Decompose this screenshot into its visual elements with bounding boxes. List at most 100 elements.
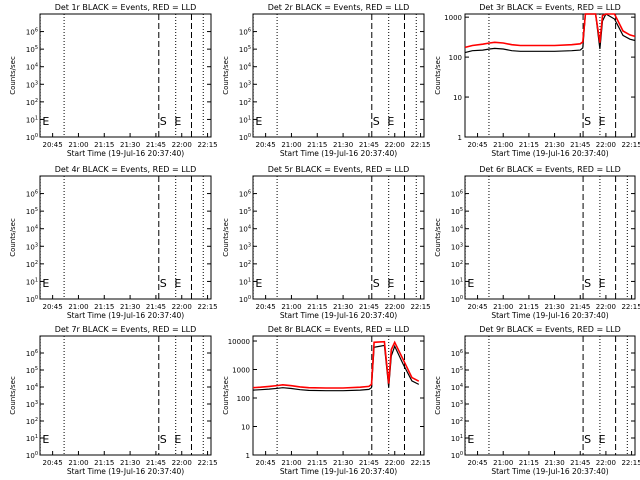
x-tick-label: 20:45 (467, 141, 487, 149)
y-axis-label: Counts/sec (9, 56, 17, 95)
y-tick-label: 1 (458, 134, 462, 142)
plot-frame (464, 335, 636, 456)
marker-s: S (160, 115, 167, 128)
marker-e: E (467, 433, 474, 446)
x-tick-label: 22:15 (621, 141, 640, 149)
x-axis-label: Start Time (19-Jul-16 20:37:40) (280, 149, 397, 158)
y-tick-label: 1 (246, 452, 250, 460)
x-axis-label: Start Time (19-Jul-16 20:37:40) (67, 149, 184, 158)
x-tick-label: 21:00 (281, 141, 301, 149)
x-tick-label: 21:45 (359, 303, 379, 311)
x-tick-label: 22:00 (596, 141, 616, 149)
x-tick-label: 21:30 (544, 459, 564, 467)
x-tick-label: 21:45 (359, 141, 379, 149)
x-tick-label: 22:15 (410, 303, 430, 311)
panel-title: Det 4r BLACK = Events, RED = LLD (55, 165, 197, 174)
x-tick-label: 21:30 (544, 141, 564, 149)
panel-title: Det 3r BLACK = Events, RED = LLD (479, 3, 621, 12)
series-events (464, 13, 636, 54)
y-tick-label: 101 (239, 115, 251, 124)
y-axis-label: Counts/sec (222, 376, 230, 415)
plot-frame (464, 13, 636, 138)
y-tick-label: 103 (451, 400, 463, 409)
y-tick-label: 101 (26, 434, 38, 443)
y-tick-label: 104 (26, 63, 38, 72)
marker-e: E (42, 115, 49, 128)
plot-frame (464, 175, 636, 300)
marker-s: S (160, 433, 167, 446)
x-tick-label: 21:15 (307, 303, 327, 311)
x-tick-label: 22:00 (385, 303, 405, 311)
x-tick-label: 21:30 (120, 303, 140, 311)
plot-frame (39, 13, 212, 138)
x-tick-label: 22:00 (172, 459, 192, 467)
x-tick-label: 22:15 (197, 459, 217, 467)
y-tick-label: 105 (26, 366, 38, 375)
x-tick-label: 21:45 (570, 141, 590, 149)
x-tick-label: 22:15 (621, 303, 640, 311)
x-tick-label: 20:45 (256, 303, 276, 311)
x-tick-label: 21:45 (146, 141, 166, 149)
x-axis-label: Start Time (19-Jul-16 20:37:40) (491, 467, 608, 476)
x-tick-label: 21:30 (333, 459, 353, 467)
y-axis-label: Counts/sec (9, 218, 17, 257)
marker-e: E (599, 115, 606, 128)
x-tick-label: 21:15 (94, 303, 114, 311)
x-tick-label: 20:45 (467, 459, 487, 467)
y-tick-label: 105 (239, 207, 251, 216)
y-tick-label: 105 (26, 207, 38, 216)
x-tick-label: 20:45 (43, 303, 63, 311)
y-tick-label: 100 (237, 395, 250, 403)
marker-e: E (174, 115, 181, 128)
y-tick-label: 103 (239, 80, 251, 89)
marker-s: S (584, 277, 591, 290)
x-tick-label: 22:00 (385, 141, 405, 149)
x-tick-label: 21:00 (68, 141, 88, 149)
y-tick-label: 1000 (232, 367, 250, 375)
marker-e: E (387, 277, 394, 290)
y-tick-label: 10000 (228, 338, 250, 346)
series-events (252, 344, 420, 392)
panel-title: Det 9r BLACK = Events, RED = LLD (479, 325, 621, 334)
y-tick-label: 100 (26, 451, 38, 460)
plot-frame (39, 335, 212, 456)
panel-det-8r: Det 8r BLACK = Events, RED = LLD 1 10 100 10… (222, 325, 431, 476)
x-tick-label: 21:45 (146, 303, 166, 311)
y-tick-label: 104 (451, 225, 463, 234)
x-tick-label: 21:00 (68, 303, 88, 311)
x-tick-label: 22:00 (172, 141, 192, 149)
marker-s: S (373, 277, 380, 290)
panel-title: Det 7r BLACK = Events, RED = LLD (55, 325, 197, 334)
x-tick-label: 21:00 (493, 141, 513, 149)
y-tick-label: 105 (451, 366, 463, 375)
marker-e: E (255, 115, 262, 128)
y-tick-label: 105 (26, 45, 38, 54)
panel-det-3r: Det 3r BLACK = Events, RED = LLD S E 1 10 100… (434, 3, 640, 158)
y-axis-label: Counts/sec (9, 376, 17, 415)
y-tick-label: 100 (451, 295, 463, 304)
x-tick-label: 21:15 (519, 141, 539, 149)
y-tick-label: 103 (26, 400, 38, 409)
plot-frame (252, 335, 425, 456)
y-tick-label: 100 (239, 295, 251, 304)
y-axis-label: Counts/sec (434, 218, 442, 257)
y-axis-label: Counts/sec (222, 218, 230, 257)
x-tick-label: 22:15 (197, 303, 217, 311)
x-tick-label: 21:00 (68, 459, 88, 467)
y-tick-label: 102 (26, 417, 38, 426)
y-tick-label: 104 (239, 225, 251, 234)
marker-e: E (42, 433, 49, 446)
panel-title: Det 6r BLACK = Events, RED = LLD (479, 165, 621, 174)
y-tick-label: 100 (449, 54, 462, 62)
marker-e: E (42, 277, 49, 290)
x-tick-label: 21:30 (544, 303, 564, 311)
y-tick-label: 101 (26, 277, 38, 286)
y-tick-label: 101 (451, 277, 463, 286)
x-axis-label: Start Time (19-Jul-16 20:37:40) (67, 467, 184, 476)
